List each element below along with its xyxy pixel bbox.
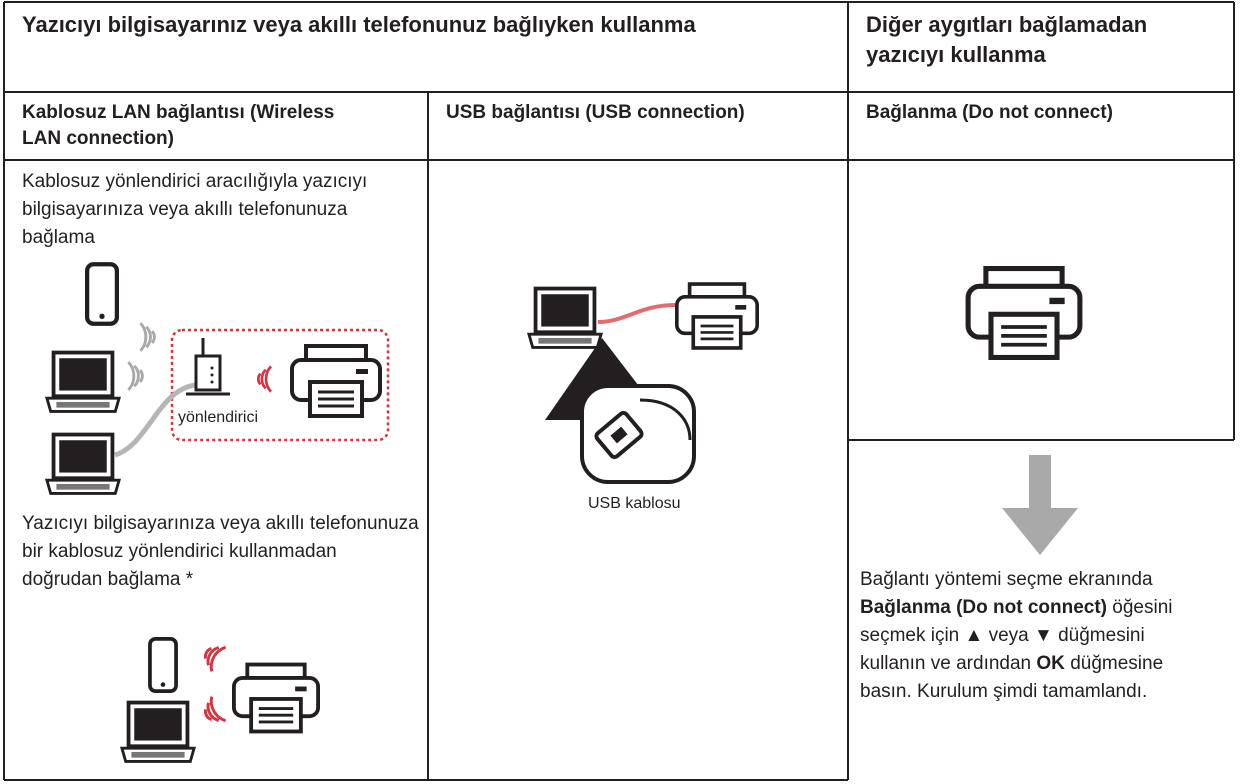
instruction-text: Bağlantı yöntemi seçme ekranında (860, 569, 1153, 590)
instruction-text: düğmesine basın. Kurulum şimdi tamamland… (860, 653, 1164, 702)
instructions: Bağlantı yöntemi seçme ekranında Bağlanm… (860, 566, 1205, 706)
column-title: Bağlanma (Do not connect) (866, 102, 1114, 123)
instruction-text: öğesini seçmek için ▲ veya ▼ düğmesini k… (860, 597, 1173, 674)
router-label: yönlendirici (178, 409, 259, 426)
instruction-button: OK (1036, 653, 1065, 674)
description: Kablosuz yönlendirici aracılığıyla yazıc… (22, 171, 368, 248)
instruction-option: Bağlanma (Do not connect) (860, 597, 1108, 618)
description: Yazıcıyı bilgisayarınıza veya akıllı tel… (22, 513, 419, 590)
column-title: Kablosuz LAN bağlantısı (Wireless LAN co… (22, 102, 335, 149)
header-title: Yazıcıyı bilgisayarınız veya akıllı tele… (22, 12, 696, 37)
column-title: USB bağlantısı (USB connection) (446, 102, 745, 123)
cable-label: USB kablosu (588, 495, 681, 512)
header-title: Diğer aygıtları bağlamadan yazıcıyı kull… (866, 12, 1148, 67)
